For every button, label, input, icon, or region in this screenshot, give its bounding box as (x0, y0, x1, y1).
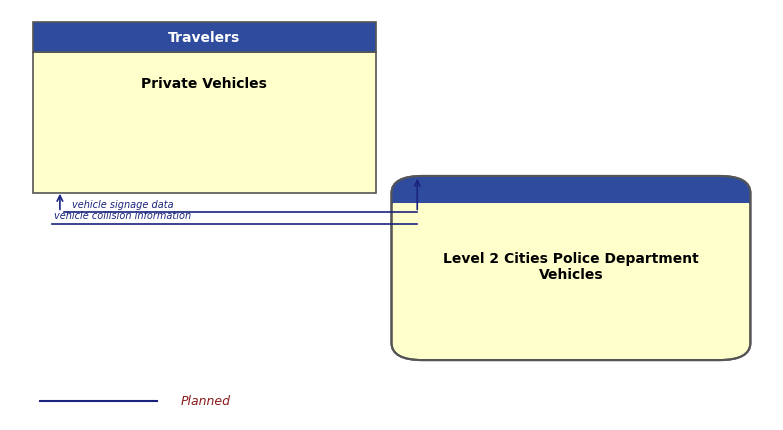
Text: Planned: Planned (181, 394, 231, 407)
Text: vehicle collision information: vehicle collision information (54, 211, 191, 221)
Text: vehicle signage data: vehicle signage data (71, 200, 173, 209)
Bar (393, 203, 749, 205)
Text: Level 2 Cities Police Department
Vehicles: Level 2 Cities Police Department Vehicle… (443, 252, 698, 282)
Bar (392, 190, 750, 204)
Bar (33, 23, 376, 52)
Text: Travelers: Travelers (168, 31, 240, 45)
FancyBboxPatch shape (392, 177, 750, 360)
FancyBboxPatch shape (392, 177, 750, 204)
Bar (33, 52, 376, 194)
Text: Private Vehicles: Private Vehicles (141, 77, 267, 91)
